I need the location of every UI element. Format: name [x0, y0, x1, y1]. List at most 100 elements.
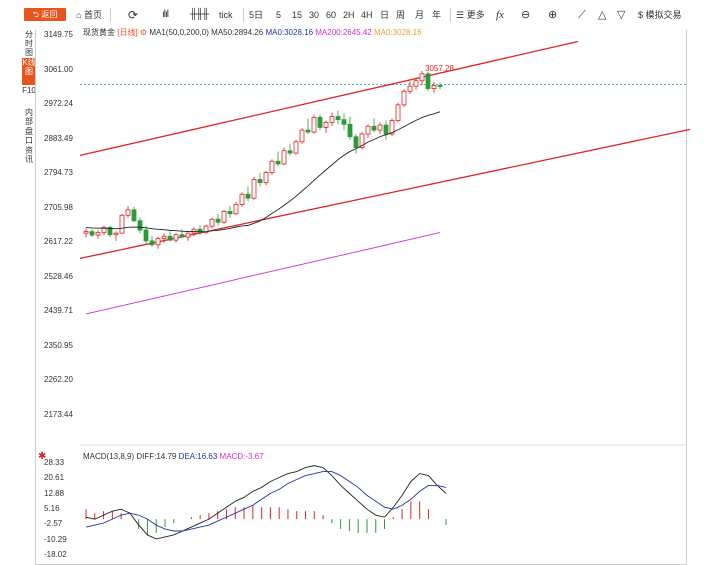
candle-body [401, 90, 407, 106]
candle-body [377, 124, 383, 131]
period-button[interactable]: 月 [415, 10, 425, 20]
ma50-value: MA50:2894.26 [211, 28, 264, 37]
candle-body [185, 232, 191, 238]
home-button[interactable]: ⌂ 首页 [76, 8, 102, 22]
candle-body [167, 235, 173, 241]
period-button[interactable]: 日 [380, 10, 390, 20]
period-label: [日线] [117, 28, 138, 37]
ma200-value: MA200:2645.42 [315, 28, 372, 37]
dea-value: DEA:16.63 [178, 452, 218, 461]
candle-body [335, 116, 341, 121]
candle-body [293, 141, 299, 154]
channel-upper-line [79, 40, 579, 157]
divider [450, 8, 451, 22]
candle-body [365, 125, 371, 135]
period-button[interactable]: 周 [396, 10, 406, 20]
bar-chart-icon[interactable]: ılıl [162, 9, 169, 20]
instrument-name: 现货黄金 [83, 28, 115, 37]
candle-body [263, 172, 269, 184]
tab-f10[interactable]: F10 [22, 86, 36, 95]
price-tick-label: 2883.49 [44, 133, 73, 143]
macd-tick-label: 20.61 [44, 473, 65, 483]
refresh-icon[interactable]: ⟳ [128, 8, 139, 22]
candle-body [197, 228, 203, 233]
period-button[interactable]: 4H [361, 10, 373, 20]
period-button[interactable]: 5 [276, 10, 282, 20]
candle-body [419, 73, 425, 82]
price-tick-label: 2972.24 [44, 99, 73, 108]
candle-body [431, 85, 437, 89]
tick-button[interactable]: tick [219, 10, 233, 20]
candle-body [179, 234, 185, 238]
tab-news[interactable]: 资讯 [25, 146, 33, 164]
candle-body [407, 85, 413, 92]
candle-body [347, 123, 353, 138]
macd-legend: MACD(13,8,9) DIFF:14.79 DEA:16.63 MACD:-… [83, 452, 264, 461]
tab-internal[interactable]: 内部 [25, 108, 33, 126]
formula-icon[interactable]: fx [496, 9, 504, 21]
candle-body [221, 210, 227, 223]
candle-body [239, 193, 245, 205]
tab-handicap[interactable]: 盘口 [25, 127, 33, 145]
price-tick-label: 2705.98 [44, 202, 73, 212]
toolbar: ⮌ 返回 ⌂ 首页 ⟳ ılıl ╫╫╫ tick 5日 5 15 30 60 2H 4H 日… [0, 0, 717, 30]
ma0-value: MA0:3028.16 [265, 28, 314, 37]
ma0-value-2: MA0:3028.16 [374, 28, 422, 37]
candle-body [299, 129, 305, 143]
zoom-in-icon[interactable]: ⊕ [548, 9, 558, 21]
simulated-trade-button[interactable]: $ 模拟交易 [638, 8, 682, 22]
macd-settings-icon[interactable]: ✱ [38, 451, 47, 462]
candle-body [95, 231, 101, 236]
triangle-up-icon[interactable]: △ [598, 9, 607, 21]
period-button[interactable]: 年 [432, 10, 442, 20]
candle-body [425, 73, 431, 89]
price-tick-label: 2173.44 [44, 409, 73, 419]
trade-label: 模拟交易 [645, 10, 682, 20]
tab-kline[interactable]: K线图 [22, 58, 36, 85]
macd-tick-label: -2.57 [44, 519, 63, 529]
period-button[interactable]: 60 [326, 10, 337, 20]
macd-tick-label: 28.33 [44, 458, 65, 467]
ma-settings: MA1(50,0,200,0) [149, 28, 209, 37]
candle-body [389, 120, 395, 135]
candle-body [383, 124, 389, 135]
candle-body [359, 133, 365, 149]
price-tick-label: 3061.00 [44, 64, 73, 74]
more-button[interactable]: ☰ 更多 [456, 8, 485, 22]
period-button[interactable]: 30 [309, 10, 320, 20]
tab-time-chart[interactable]: 分时图 [25, 30, 33, 57]
candle-body [173, 234, 179, 241]
triangle-down-icon[interactable]: ▽ [617, 9, 626, 21]
back-arrow-icon: ⮌ [32, 10, 40, 19]
candle-body [125, 209, 131, 216]
candle-body [317, 116, 323, 128]
macd-tick-label: -10.29 [44, 534, 67, 544]
candle-body [101, 226, 107, 233]
candlestick-icon[interactable]: ╫╫╫ [190, 9, 209, 20]
candle-body [89, 231, 95, 236]
ma50-line [85, 111, 441, 233]
candle-body [233, 203, 239, 215]
candle-body [437, 85, 443, 87]
diff-value: DIFF:14.79 [136, 452, 177, 461]
draw-line-icon[interactable]: ⟋ [578, 9, 586, 21]
candle-body [257, 179, 263, 184]
price-tick-label: 2262.20 [44, 375, 73, 384]
ma200-line [85, 232, 441, 315]
period-button[interactable]: 2H [343, 10, 355, 20]
back-button[interactable]: ⮌ 返回 [24, 8, 66, 21]
period-button[interactable]: 15 [292, 10, 303, 20]
candle-body [155, 238, 161, 246]
settings-icon[interactable]: ⚙ [139, 28, 148, 37]
price-tick-label: 2350.95 [44, 340, 73, 350]
zoom-out-icon[interactable]: ⊖ [521, 9, 531, 21]
macd-title: MACD(13,8,9) [83, 452, 135, 461]
period-button[interactable]: 5日 [249, 10, 264, 20]
macd-tick-label: 5.16 [44, 503, 60, 513]
candle-body [275, 160, 281, 165]
candle-body [269, 160, 275, 173]
price-tick-label: 2439.71 [44, 306, 73, 315]
more-label: 更多 [466, 10, 485, 20]
macd-tick-label: 12.88 [44, 488, 65, 498]
